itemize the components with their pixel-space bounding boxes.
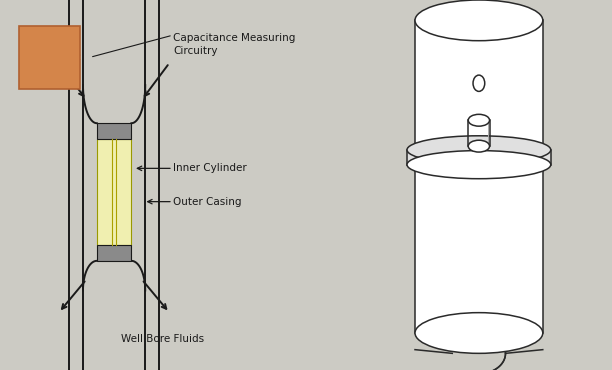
Bar xyxy=(407,150,551,165)
Ellipse shape xyxy=(468,114,490,126)
Ellipse shape xyxy=(468,140,490,152)
Bar xyxy=(415,20,543,150)
Ellipse shape xyxy=(407,151,551,179)
Text: Inner Cylinder: Inner Cylinder xyxy=(173,163,247,174)
Ellipse shape xyxy=(415,313,543,353)
Bar xyxy=(19,26,80,89)
Text: Capacitance Measuring
Circuitry: Capacitance Measuring Circuitry xyxy=(173,33,295,56)
Ellipse shape xyxy=(415,0,543,41)
Bar xyxy=(97,139,132,245)
Bar xyxy=(97,123,132,139)
Bar xyxy=(97,245,132,261)
Text: Well Bore Fluids: Well Bore Fluids xyxy=(121,333,204,344)
Text: Outer Casing: Outer Casing xyxy=(173,196,241,207)
Bar xyxy=(415,165,543,333)
Ellipse shape xyxy=(407,136,551,164)
